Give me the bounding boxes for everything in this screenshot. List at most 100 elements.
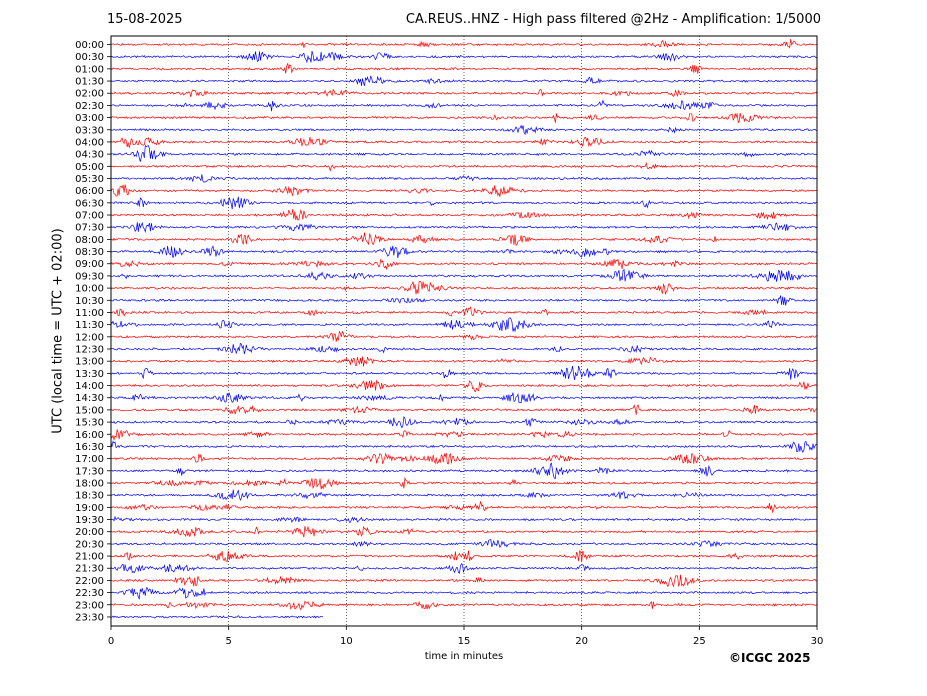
- trace-row-1330: [110, 365, 818, 380]
- trace-row-1630: [110, 440, 818, 453]
- trace-row-0030: [110, 50, 818, 64]
- y-tick-label: 00:30: [75, 52, 104, 63]
- chart-date: 15-08-2025: [107, 12, 183, 27]
- trace-row-0230: [110, 99, 818, 112]
- y-tick-label: 01:00: [75, 64, 104, 75]
- y-tick-label: 11:30: [75, 320, 104, 331]
- y-tick-label: 18:30: [75, 491, 104, 502]
- y-tick-label: 01:30: [75, 77, 104, 88]
- copyright-label: ©ICGC 2025: [729, 651, 811, 665]
- trace-row-0000: [111, 38, 818, 49]
- trace-row-0800: [110, 232, 818, 246]
- y-tick-label: 21:30: [75, 564, 104, 575]
- trace-row-1730: [111, 462, 818, 479]
- y-tick-label: 16:00: [75, 430, 104, 441]
- y-tick-label: 11:00: [75, 308, 104, 319]
- y-tick-label: 23:30: [75, 612, 104, 623]
- y-tick-label: 13:00: [75, 357, 104, 368]
- y-tick-label: 12:00: [75, 332, 104, 343]
- trace-row-2300: [110, 600, 818, 611]
- y-tick-label: 09:30: [75, 271, 104, 282]
- y-tick-label: 07:30: [75, 223, 104, 234]
- trace-row-0700: [110, 208, 818, 221]
- y-tick-label: 03:30: [75, 125, 104, 136]
- x-tick-label: 25: [693, 636, 706, 647]
- trace-row-1400: [110, 379, 818, 392]
- trace-row-1530: [110, 416, 818, 429]
- y-tick-label: 16:30: [75, 442, 104, 453]
- trace-row-2330: [110, 615, 323, 619]
- trace-row-1100: [110, 306, 818, 317]
- x-tick-label: 15: [458, 636, 471, 647]
- y-tick-label: 08:30: [75, 247, 104, 258]
- trace-row-0400: [110, 136, 818, 149]
- trace-row-0930: [111, 269, 818, 282]
- trace-row-0430: [111, 145, 818, 162]
- y-tick-label: 00:00: [75, 40, 104, 51]
- y-tick-label: 04:30: [75, 150, 104, 161]
- y-tick-label: 19:30: [75, 515, 104, 526]
- trace-row-1500: [110, 404, 818, 415]
- y-tick-label: 14:00: [75, 381, 104, 392]
- y-tick-label: 19:00: [75, 503, 104, 514]
- y-axis-label: UTC (local time = UTC + 02:00): [50, 228, 66, 434]
- y-tick-label: 06:00: [75, 186, 104, 197]
- trace-row-1430: [110, 392, 818, 404]
- trace-row-0730: [110, 221, 818, 234]
- trace-row-0200: [110, 88, 818, 97]
- trace-row-1000: [110, 280, 818, 295]
- x-tick-label: 10: [340, 636, 353, 647]
- grid-lines: [228, 36, 700, 626]
- trace-row-0900: [110, 258, 818, 271]
- trace-row-1300: [110, 356, 818, 367]
- y-tick-label: 12:30: [75, 345, 104, 356]
- trace-row-1700: [110, 452, 817, 465]
- y-tick-label: 17:30: [75, 466, 104, 477]
- y-tick-label: 23:00: [75, 600, 104, 611]
- trace-row-0600: [110, 184, 818, 197]
- y-tick-label: 14:30: [75, 393, 104, 404]
- trace-row-0300: [110, 113, 818, 124]
- y-tick-label: 17:00: [75, 454, 104, 465]
- y-tick-label: 04:00: [75, 137, 104, 148]
- trace-row-1200: [110, 330, 818, 342]
- trace-row-2100: [110, 549, 818, 563]
- trace-row-1930: [110, 515, 818, 523]
- y-tick-label: 15:00: [75, 405, 104, 416]
- trace-row-0830: [110, 245, 818, 259]
- trace-row-0130: [110, 75, 818, 86]
- y-tick-label: 07:00: [75, 211, 104, 222]
- y-tick-label: 05:00: [75, 162, 104, 173]
- trace-row-1830: [110, 489, 818, 502]
- y-tick-label: 02:00: [75, 89, 104, 100]
- y-tick-label: 21:00: [75, 552, 104, 563]
- y-tick-label: 05:30: [75, 174, 104, 185]
- chart-title: CA.REUS..HNZ - High pass filtered @2Hz -…: [405, 12, 821, 27]
- trace-row-0500: [110, 161, 818, 172]
- trace-row-0100: [110, 62, 818, 74]
- y-tick-label: 08:00: [75, 235, 104, 246]
- trace-row-2000: [110, 525, 818, 538]
- y-tick-label: 20:00: [75, 527, 104, 538]
- trace-row-0330: [110, 124, 818, 136]
- y-tick-label: 22:30: [75, 588, 104, 599]
- y-tick-label: 10:00: [75, 284, 104, 295]
- y-tick-label: 06:30: [75, 198, 104, 209]
- trace-row-0530: [110, 174, 818, 183]
- trace-row-2200: [110, 574, 818, 588]
- y-tick-label: 18:00: [75, 478, 104, 489]
- y-tick-label: 20:30: [75, 539, 104, 550]
- seismic-traces: [110, 38, 818, 619]
- x-tick-label: 5: [225, 636, 231, 647]
- trace-row-0630: [110, 196, 818, 210]
- x-axis: 0 5 10 15 20 25 30: [108, 626, 824, 647]
- y-tick-label: 13:30: [75, 369, 104, 380]
- x-tick-label: 30: [811, 636, 824, 647]
- x-tick-label: 20: [575, 636, 588, 647]
- trace-row-1600: [110, 429, 818, 441]
- y-tick-label: 09:00: [75, 259, 104, 270]
- trace-row-2130: [110, 563, 818, 574]
- y-tick-label: 10:30: [75, 296, 104, 307]
- x-axis-label: time in minutes: [424, 651, 504, 662]
